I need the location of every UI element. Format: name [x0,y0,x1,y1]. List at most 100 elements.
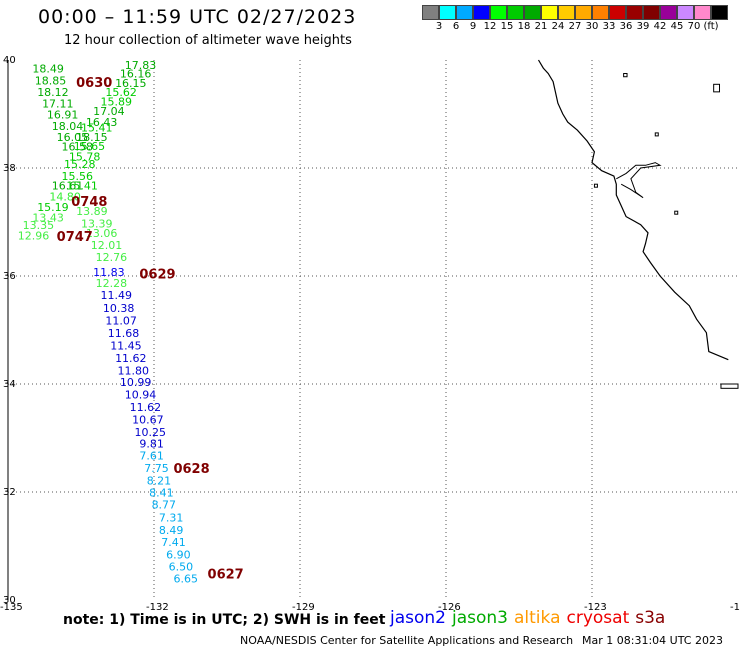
wave-height-value: 10.67 [132,413,164,426]
wave-height-value: 16.05 [57,131,89,144]
pass-time-label: 0627 [208,567,244,582]
wave-height-value: 15.62 [105,86,137,99]
legend-label: 30 [585,21,599,32]
wave-height-value: 10.99 [120,376,152,389]
wave-height-value: 16.16 [120,67,152,80]
longitude-label: -129 [292,602,315,613]
wave-height-value: 7.61 [139,450,164,463]
wave-height-value: 15.41 [81,121,113,134]
wave-height-value: 11.83 [93,266,125,279]
satellite-name: jason3 [452,608,508,628]
island-outline [654,132,659,137]
legend-label: 24 [551,21,565,32]
legend-swatch [456,5,473,20]
legend-swatch [575,5,592,20]
wave-height-value: 18.15 [76,131,108,144]
wave-height-value: 11.80 [118,364,150,377]
chart-subtitle: 12 hour collection of altimeter wave hei… [64,33,352,48]
wave-height-value: 8.41 [149,486,174,499]
wave-height-value: 16.43 [86,116,118,129]
island-outline [674,210,679,215]
legend-label: 42 [653,21,667,32]
longitude-label: -132 [146,602,169,613]
legend-label: 9 [469,21,477,32]
wave-height-value: 17.04 [93,105,125,118]
wave-height-value: 12.96 [18,229,50,242]
legend-labels: 3 6 9 12 15 18 21 24 27 30 33 36 39 42 45 70 (ft) [422,20,732,34]
footer-note: note: 1) Time is in UTC; 2) SWH is in fe… [63,612,386,628]
wave-readings: 17.83 18.49 16.16 18.85 16.15 18.12 15.6215.89… [18,59,198,586]
coastline [537,59,739,389]
legend-swatch [626,5,643,20]
bay-outline [616,162,662,199]
wave-height-value: 6.65 [173,573,198,586]
wave-height-value: 18.49 [32,62,64,75]
legend-swatch [439,5,456,20]
latitude-label: 30 [3,595,16,606]
wave-height-value: 13.39 [81,217,113,230]
island-outline [713,83,721,93]
wave-height-value: 11.68 [108,327,139,340]
wave-height-value: 15.28 [64,158,96,171]
map-grid [7,60,738,600]
wave-height-value: 11.45 [110,339,142,352]
legend-swatch [609,5,626,20]
latitude-label: 36 [3,271,16,282]
wave-height-value: 6.90 [166,548,191,561]
credit-line: NOAA/NESDIS Center for Satellite Applica… [240,634,574,647]
legend-label: 21 [534,21,548,32]
legend-color-bar [422,5,732,20]
legend-label: 45 [670,21,684,32]
wave-height-value: 18.04 [52,120,84,133]
wave-height-value: 17.83 [125,59,157,72]
wave-height-value: 17.11 [42,98,74,111]
island-outline [593,183,598,188]
wave-height-value: 15.65 [74,140,106,153]
wave-height-value: 6.50 [169,560,194,573]
satellite-name: altika [514,608,561,628]
wave-height-value: 16.91 [47,108,79,121]
wave-height-value: 7.41 [161,536,186,549]
legend-label: 15 [500,21,514,32]
wave-height-value: 13.43 [32,211,64,224]
pass-time-label: 0628 [173,462,209,477]
wave-height-value: 13.89 [76,205,108,218]
wave-height-value: 15.41 [66,180,98,193]
legend-label: 12 [483,21,497,32]
wave-height-value: 15.78 [69,150,101,163]
wave-height-value: 11.62 [130,401,162,414]
wave-height-value: 16.15 [115,77,147,90]
legend-swatch [694,5,711,20]
pass-time-label: 0748 [71,195,107,210]
satellite-name: jason2 [390,608,446,628]
legend-label: 3 [435,21,443,32]
wave-height-value: 10.38 [103,302,134,315]
legend-swatch [422,5,439,20]
satellite-name: cryosat [566,608,630,628]
wave-height-value: 9.81 [139,438,164,451]
wave-height-value: 14.80 [49,190,81,203]
wave-height-value: 12.76 [96,251,128,264]
wave-height-value: 18.85 [35,74,66,87]
latitude-label: 32 [3,487,16,498]
legend-swatch [677,5,694,20]
legend-swatch [660,5,677,20]
legend-swatch [711,5,728,20]
wave-height-value: 7.31 [159,512,184,525]
legend-swatch [643,5,660,20]
chart-title: 00:00 – 11:59 UTC 02/27/2023 [38,6,357,28]
wave-height-value: 15.89 [100,95,132,108]
wave-height-value: 8.77 [152,499,177,512]
pass-time-label: 0630 [76,76,112,91]
latitude-label: 38 [3,163,16,174]
longitude-label: -135 [0,602,23,613]
wave-height-value: 10.94 [125,389,157,402]
pass-time-label: 0747 [57,230,93,245]
wave-height-value: 11.07 [105,315,137,328]
legend-swatch [592,5,609,20]
california-coastline [537,59,729,361]
latitude-label: 34 [3,379,16,390]
latitude-label: 40 [3,55,16,66]
satellite-name: s3a [635,608,666,628]
